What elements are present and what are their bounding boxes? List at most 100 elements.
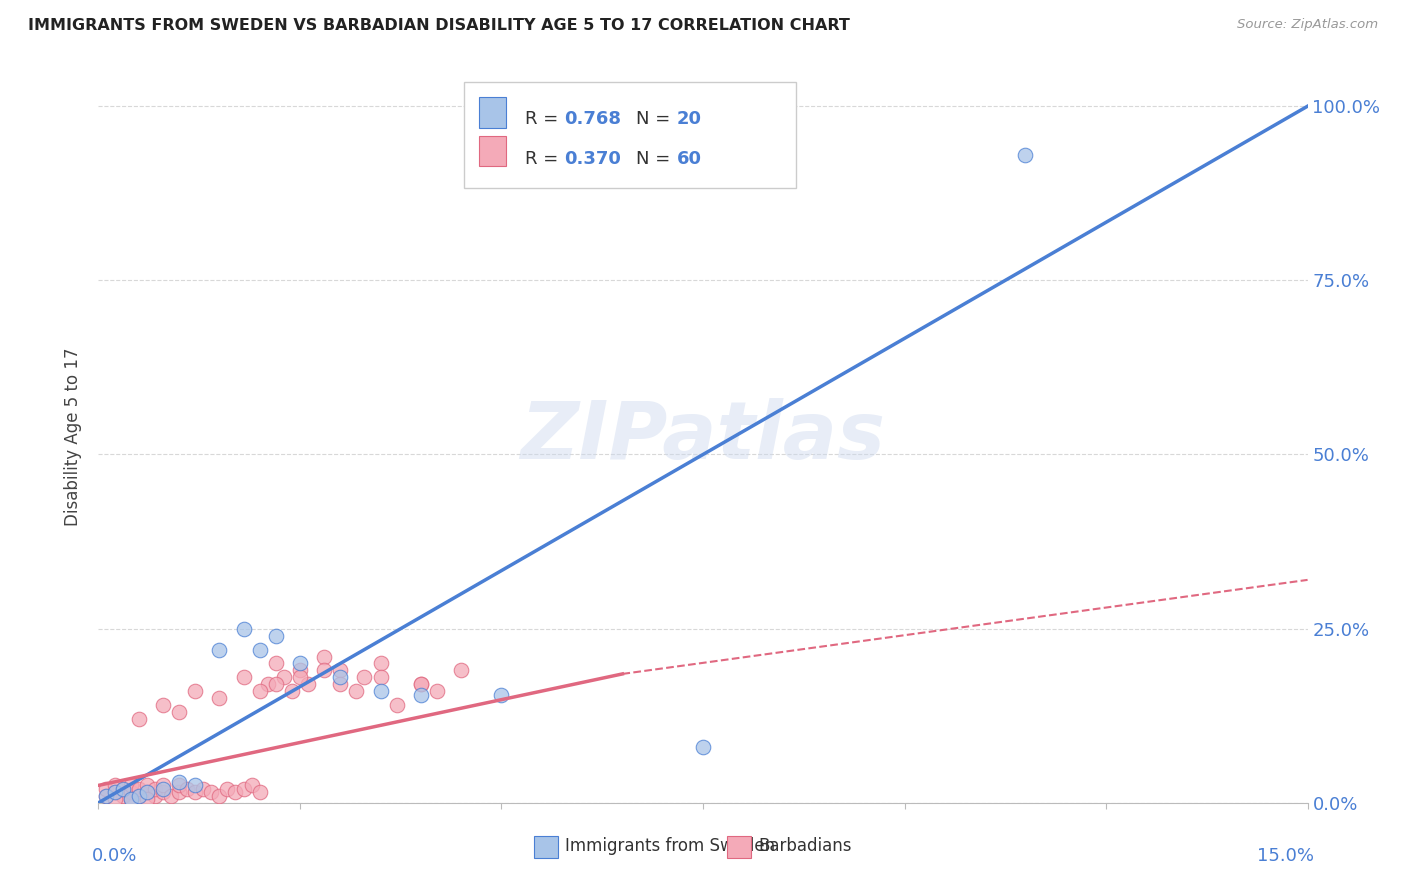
Point [353,670,375,684]
Point [103,792,125,806]
Point [450,664,472,678]
Point [128,781,150,796]
FancyBboxPatch shape [464,82,796,188]
Point [184,785,207,799]
Point [314,664,336,678]
Text: R =: R = [526,110,564,128]
Point [217,781,239,796]
Point [167,775,190,789]
Text: 0.0%: 0.0% [93,847,138,864]
Point [135,778,157,792]
Point [152,785,174,799]
Text: Source: ZipAtlas.com: Source: ZipAtlas.com [1237,18,1378,31]
Point [152,698,174,713]
Text: Barbadians: Barbadians [759,838,852,855]
Point [329,664,352,678]
Point [232,781,254,796]
FancyBboxPatch shape [479,97,506,128]
Point [264,677,287,691]
Point [491,688,513,702]
Point [120,792,142,806]
Point [143,789,166,803]
Text: 15.0%: 15.0% [1257,847,1313,864]
Point [281,684,304,698]
Point [103,778,125,792]
Point [184,778,207,792]
Point [111,781,134,796]
FancyBboxPatch shape [479,136,506,167]
Point [176,781,198,796]
Point [288,657,311,671]
Point [120,792,142,806]
Point [135,792,157,806]
Point [240,778,263,792]
Point [103,785,125,799]
Point [1014,148,1036,162]
Y-axis label: Disability Age 5 to 17: Disability Age 5 to 17 [65,348,83,526]
Point [344,684,367,698]
Text: 0.370: 0.370 [564,150,621,168]
Point [135,785,157,799]
Text: R =: R = [526,150,564,168]
Point [167,705,190,719]
Point [264,657,287,671]
Point [692,740,714,755]
Text: IMMIGRANTS FROM SWEDEN VS BARBADIAN DISABILITY AGE 5 TO 17 CORRELATION CHART: IMMIGRANTS FROM SWEDEN VS BARBADIAN DISA… [28,18,851,33]
FancyBboxPatch shape [727,836,751,858]
Point [208,642,231,657]
Point [385,698,408,713]
Point [152,778,174,792]
Point [160,789,183,803]
FancyBboxPatch shape [534,836,558,858]
Point [96,789,118,803]
Point [167,778,190,792]
Point [249,642,271,657]
Point [120,785,142,799]
Text: Immigrants from Sweden: Immigrants from Sweden [565,838,775,855]
Point [135,785,157,799]
Point [143,781,166,796]
Text: 60: 60 [676,150,702,168]
Point [232,622,254,636]
Text: N =: N = [637,110,676,128]
Point [288,664,311,678]
Text: N =: N = [637,150,676,168]
Point [111,781,134,796]
Point [370,684,392,698]
Point [103,785,125,799]
Point [409,677,432,691]
Point [111,789,134,803]
Point [128,712,150,726]
Text: 0.768: 0.768 [564,110,621,128]
Point [208,691,231,706]
Point [288,670,311,684]
Point [96,789,118,803]
Point [329,677,352,691]
Point [128,789,150,803]
Point [426,684,449,698]
Point [224,785,246,799]
Point [167,785,190,799]
Text: 20: 20 [676,110,702,128]
Point [249,684,271,698]
Point [409,688,432,702]
Text: ZIPatlas: ZIPatlas [520,398,886,476]
Point [264,629,287,643]
Point [208,789,231,803]
Point [232,670,254,684]
Point [409,677,432,691]
Point [128,789,150,803]
Point [256,677,278,691]
Point [329,670,352,684]
Point [193,781,215,796]
Point [314,649,336,664]
Point [120,778,142,792]
Point [249,785,271,799]
Point [200,785,222,799]
Point [96,781,118,796]
Point [184,684,207,698]
Point [370,657,392,671]
Point [152,781,174,796]
Point [297,677,319,691]
Point [370,670,392,684]
